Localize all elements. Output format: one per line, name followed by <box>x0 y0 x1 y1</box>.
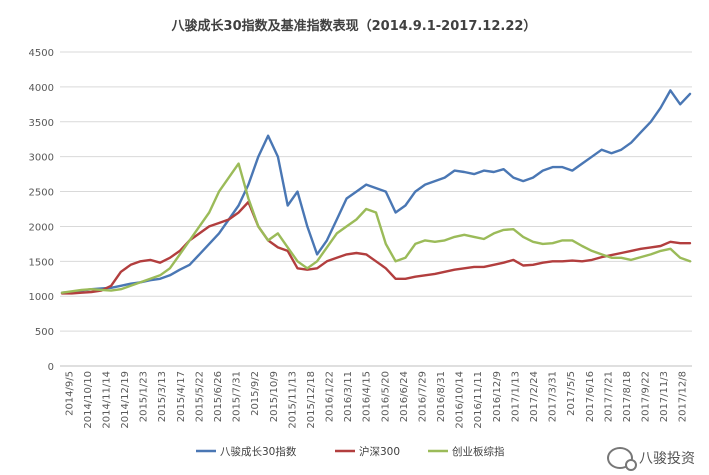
x-tick: 2017/6/16 <box>585 371 596 422</box>
series-line <box>60 89 692 294</box>
y-tick-label: 1500 <box>29 257 54 268</box>
x-tick: 2017/3/31 <box>548 371 559 422</box>
x-tick: 2017/1/13 <box>510 371 521 422</box>
x-tick-label: 2017/6/16 <box>585 371 596 422</box>
grid <box>60 51 692 367</box>
x-tick-label: 2015/5/22 <box>194 371 205 422</box>
x-tick-label: 2017/8/18 <box>622 371 633 422</box>
y-tick-label: 1000 <box>29 292 54 303</box>
x-tick: 2016/5/20 <box>380 371 391 422</box>
x-tick: 2015/12/18 <box>306 371 317 429</box>
y-tick-label: 4000 <box>29 83 54 94</box>
x-tick: 2017/11/3 <box>659 371 670 422</box>
x-tick: 2016/10/14 <box>455 371 466 429</box>
x-tick: 2015/3/13 <box>157 371 168 422</box>
x-tick: 2016/4/15 <box>362 371 373 422</box>
x-tick-label: 2014/12/19 <box>120 371 131 429</box>
y-tick-label: 0 <box>48 362 54 373</box>
y-axis-ticks: 0 500 1000 1500 2000 2500 3000 3500 4000 4500 <box>29 48 54 373</box>
x-tick: 2017/2/24 <box>529 371 540 422</box>
x-tick-label: 2014/9/5 <box>64 371 75 416</box>
x-tick-label: 2017/11/3 <box>659 371 670 422</box>
x-tick-label: 2016/7/29 <box>417 371 428 422</box>
x-tick: 2014/11/14 <box>101 371 112 429</box>
x-tick: 2016/11/11 <box>473 371 484 429</box>
x-tick-label: 2017/9/22 <box>641 371 652 422</box>
x-tick-label: 2014/10/10 <box>83 371 94 429</box>
x-tick-label: 2017/7/21 <box>603 371 614 422</box>
x-tick-label: 2015/3/13 <box>157 371 168 422</box>
x-tick-label: 2017/3/31 <box>548 371 559 422</box>
y-tick-label: 2000 <box>29 222 54 233</box>
x-tick-label: 2015/11/13 <box>287 371 298 429</box>
x-tick-label: 2016/3/11 <box>343 371 354 422</box>
x-tick-label: 2015/10/9 <box>269 371 280 422</box>
x-tick-label: 2015/6/26 <box>213 371 224 422</box>
x-tick: 2015/10/9 <box>269 371 280 422</box>
y-tick-label: 4500 <box>29 48 54 59</box>
x-tick: 2016/6/24 <box>399 371 410 422</box>
x-tick-label: 2016/11/11 <box>473 371 484 429</box>
y-tick-label: 3000 <box>29 153 54 164</box>
watermark: 八骏投资 <box>607 447 695 471</box>
x-tick: 2016/3/11 <box>343 371 354 422</box>
legend-label: 沪深300 <box>359 445 400 458</box>
x-tick: 2014/9/5 <box>64 371 75 416</box>
x-tick-label: 2017/12/8 <box>678 371 689 422</box>
x-tick-label: 2016/4/15 <box>362 371 373 422</box>
legend: 八骏成长30指数 沪深300 创业板综指 <box>196 445 505 458</box>
x-tick: 2014/10/10 <box>83 371 94 429</box>
x-tick-label: 2014/11/14 <box>101 371 112 429</box>
y-tick-label: 500 <box>35 327 54 338</box>
x-tick: 2017/9/22 <box>641 371 652 422</box>
x-tick: 2017/12/8 <box>678 371 689 422</box>
watermark-text: 八骏投资 <box>639 451 695 467</box>
x-tick-label: 2015/7/31 <box>232 371 243 422</box>
x-tick: 2015/1/23 <box>139 371 150 422</box>
x-tick-label: 2015/9/2 <box>250 371 261 416</box>
x-tick-label: 2017/2/24 <box>529 371 540 422</box>
x-tick-label: 2016/12/9 <box>492 371 503 422</box>
x-tick: 2015/6/26 <box>213 371 224 422</box>
x-tick-label: 2017/5/5 <box>566 371 577 416</box>
x-tick: 2016/12/9 <box>492 371 503 422</box>
x-tick: 2015/11/13 <box>287 371 298 429</box>
x-tick-label: 2016/5/20 <box>380 371 391 422</box>
x-tick: 2017/5/5 <box>566 371 577 416</box>
x-tick: 2015/7/31 <box>232 371 243 422</box>
y-tick-label: 2500 <box>29 188 54 199</box>
series-line <box>60 200 692 295</box>
x-tick: 2014/12/19 <box>120 371 131 429</box>
x-tick: 2015/9/2 <box>250 371 261 416</box>
y-tick-label: 3500 <box>29 118 54 129</box>
x-tick: 2015/5/22 <box>194 371 205 422</box>
x-axis-ticks: 2014/9/5 2014/10/10 2014/11/14 2014/12/19 20… <box>64 371 688 429</box>
x-tick: 2017/7/21 <box>603 371 614 422</box>
series-lines <box>60 89 692 295</box>
x-tick-label: 2015/4/17 <box>176 371 187 422</box>
x-tick-label: 2015/1/23 <box>139 371 150 422</box>
x-tick: 2015/4/17 <box>176 371 187 422</box>
legend-label: 八骏成长30指数 <box>220 445 297 458</box>
x-tick-label: 2016/6/24 <box>399 371 410 422</box>
x-tick: 2016/8/31 <box>436 371 447 422</box>
x-tick-label: 2016/10/14 <box>455 371 466 429</box>
x-tick: 2016/7/29 <box>417 371 428 422</box>
x-tick-label: 2016/8/31 <box>436 371 447 422</box>
series-line <box>60 162 692 294</box>
chart-title: 八骏成长30指数及基准指数表现（2014.9.1-2017.12.22） <box>171 18 537 34</box>
x-tick-label: 2016/1/22 <box>325 371 336 422</box>
legend-label: 创业板综指 <box>452 445 505 458</box>
x-tick: 2017/8/18 <box>622 371 633 422</box>
wechat-icon <box>607 447 637 471</box>
x-tick-label: 2015/12/18 <box>306 371 317 429</box>
x-tick: 2016/1/22 <box>325 371 336 422</box>
x-tick-label: 2017/1/13 <box>510 371 521 422</box>
